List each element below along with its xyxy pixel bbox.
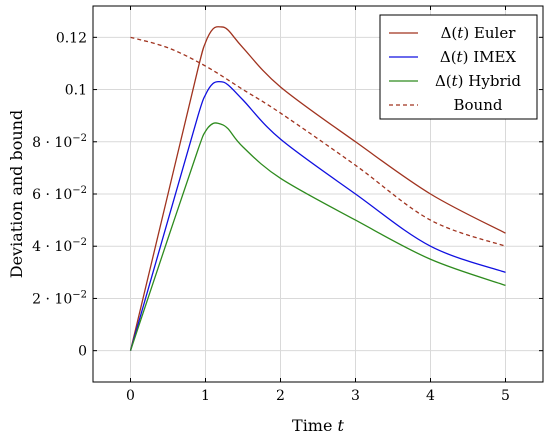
y-tick-mantissa: 8 · 10 (32, 135, 72, 151)
x-axis-title-word: Time (292, 416, 338, 435)
legend-label: Bound (454, 96, 503, 114)
x-tick-label: 4 (426, 388, 435, 404)
x-axis-title-var: t (338, 416, 345, 435)
legend-item-euler: Δ(t) Euler (389, 24, 516, 42)
legend-label-text: ) Hybrid (458, 72, 522, 90)
y-tick-label: 0.1 (65, 83, 87, 99)
x-tick-label: 0 (126, 388, 135, 404)
series-hybrid-line (129, 122, 506, 351)
axis-ticks: 0 1 2 3 4 502 · 10−24 · 10−26 · 10−28 · 10−20… (32, 6, 543, 404)
y-tick-label: 2 · 10−2 (32, 289, 87, 307)
y-tick-label: 0.12 (56, 30, 87, 46)
x-tick-label: 2 (276, 388, 285, 404)
legend-label-text: ) Euler (463, 24, 516, 42)
legend-label-var: t (457, 48, 464, 66)
y-tick-exponent: −2 (72, 289, 87, 300)
y-tick-label: 0 (78, 344, 87, 360)
legend-label: Δ(t) Euler (441, 24, 517, 42)
legend-label-text: Δ( (440, 48, 457, 66)
y-tick-mantissa: 6 · 10 (32, 187, 72, 203)
series-euler-line (129, 26, 506, 351)
series-lines (129, 26, 506, 351)
series-imex-line (129, 80, 506, 351)
y-tick-mantissa: 4 · 10 (32, 239, 72, 255)
x-axis-title: Time t (292, 416, 345, 435)
y-tick-label: 4 · 10−2 (32, 237, 87, 255)
y-tick-exponent: −2 (72, 185, 87, 196)
y-tick-mantissa: 2 · 10 (32, 291, 72, 307)
legend-label-text: ) IMEX (463, 48, 517, 66)
y-tick-exponent: −2 (72, 133, 87, 144)
y-tick-exponent: −2 (72, 237, 87, 248)
y-axis-title: Deviation and bound (7, 110, 26, 278)
legend-item-bound: Bound (389, 96, 503, 114)
y-tick-label: 8 · 10−2 (32, 133, 87, 151)
legend-label: Δ(t) IMEX (440, 48, 517, 66)
legend-label-var: t (452, 72, 459, 90)
legend-label: Δ(t) Hybrid (435, 72, 521, 90)
legend-item-hybrid: Δ(t) Hybrid (389, 72, 521, 90)
legend-label-var: t (457, 24, 464, 42)
x-tick-label: 5 (501, 388, 510, 404)
y-tick-label: 6 · 10−2 (32, 185, 87, 203)
legend-box (379, 14, 538, 120)
legend-label-text: Δ( (441, 24, 458, 42)
legend-label-text: Bound (454, 96, 503, 114)
x-tick-label: 1 (201, 388, 210, 404)
legend-item-imex: Δ(t) IMEX (389, 48, 516, 66)
legend-label-text: Δ( (435, 72, 452, 90)
x-tick-label: 3 (351, 388, 360, 404)
